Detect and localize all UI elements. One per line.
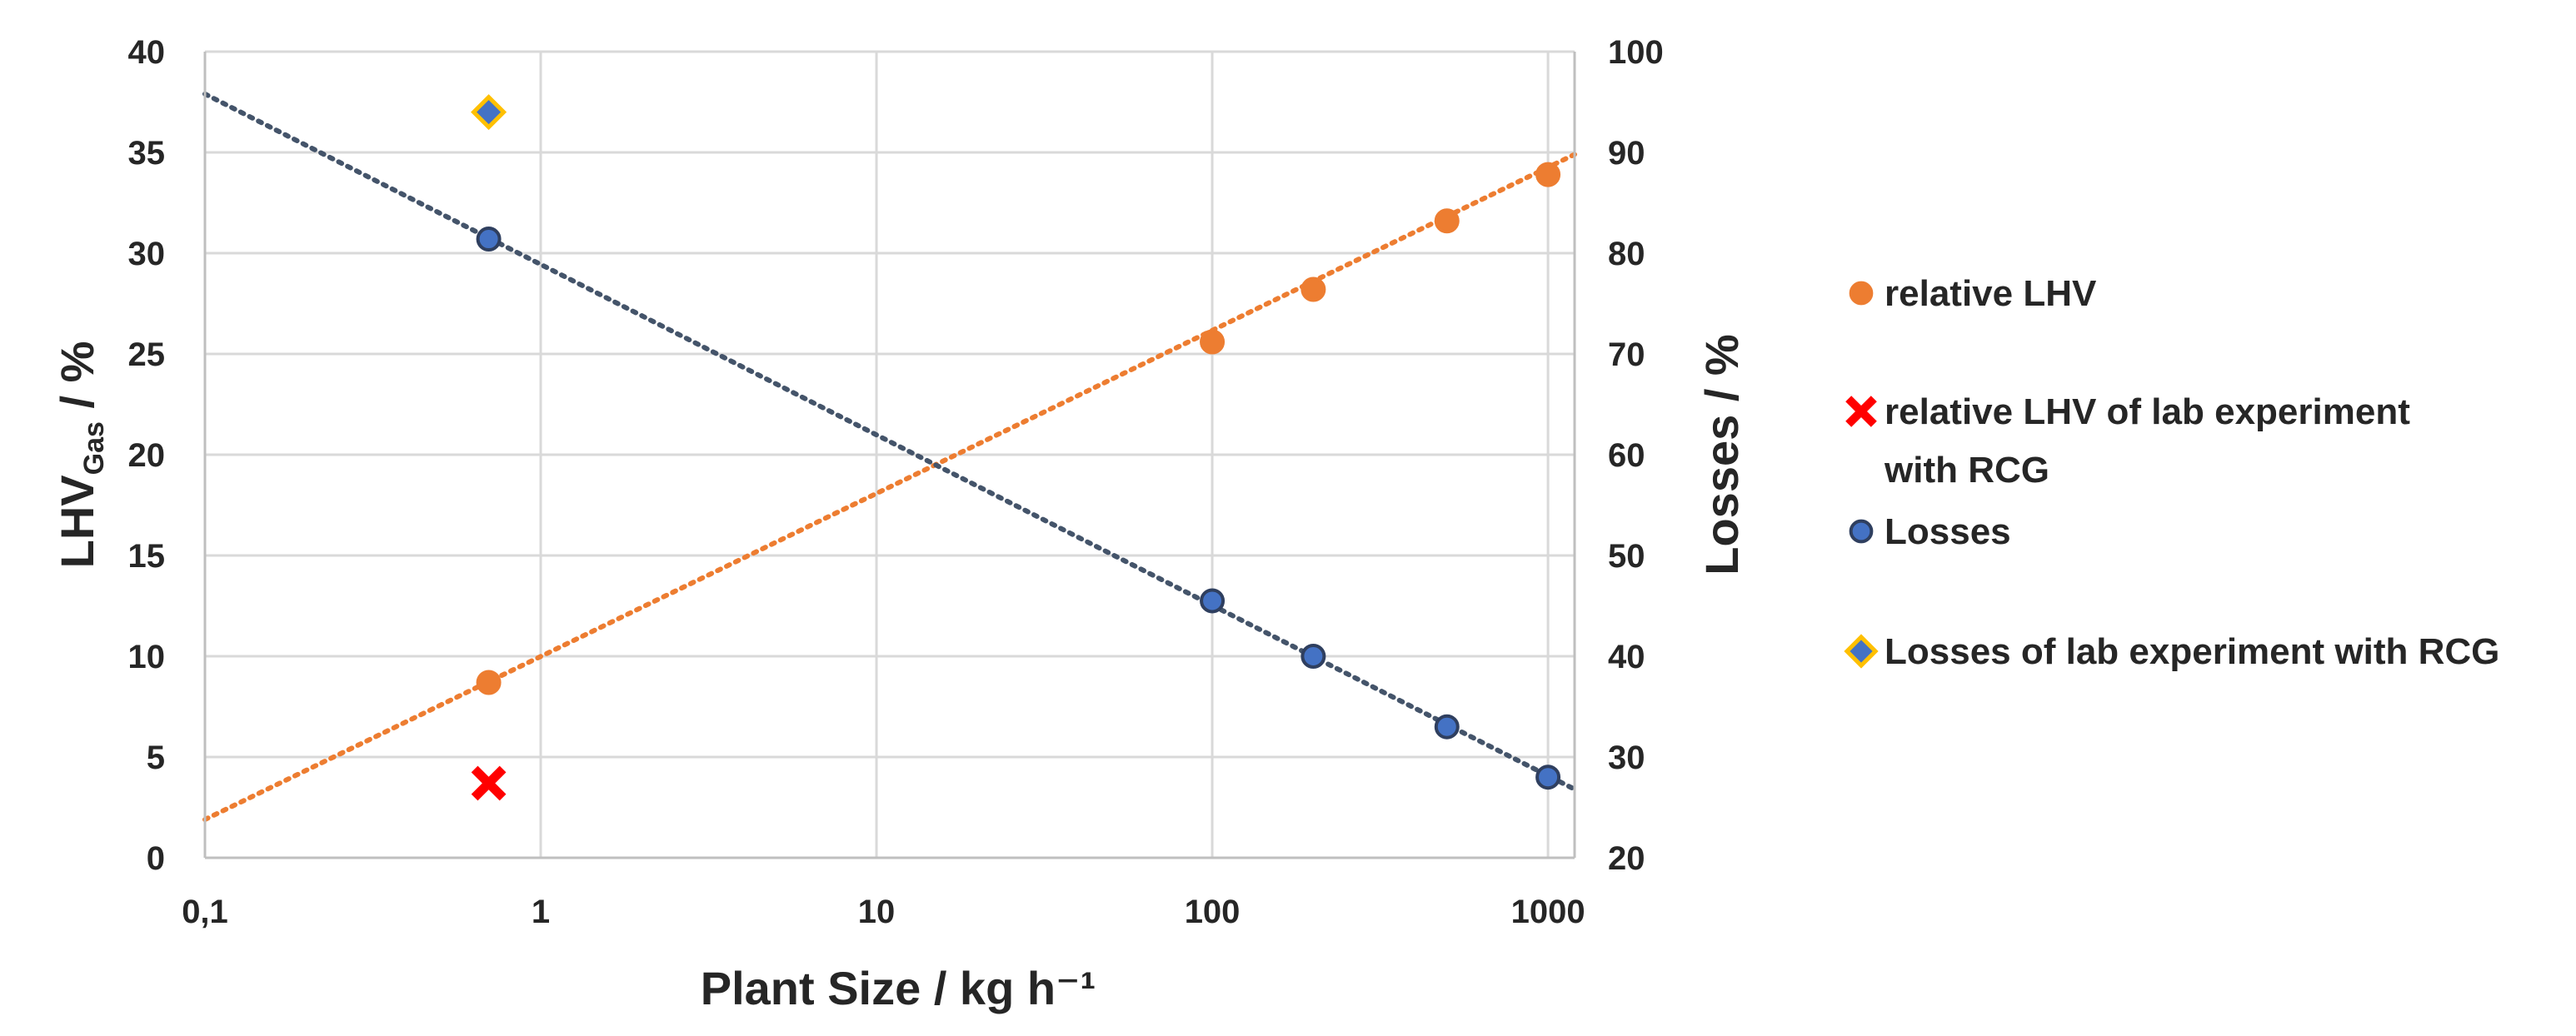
data-points	[474, 97, 1559, 798]
x-tick-label: 0,1	[182, 894, 228, 930]
legend-item-3-marker	[1847, 637, 1875, 665]
y-right-tick-label: 30	[1608, 740, 1645, 776]
y-left-tick-label: 20	[128, 437, 166, 474]
point-losses-1	[1201, 590, 1223, 611]
legend-item-1-label: relative LHV of lab experiment with RCG	[1884, 391, 2410, 491]
legend-item-0-label-line: relative LHV	[1885, 273, 2097, 314]
y-right-tick-label: 90	[1608, 135, 1645, 172]
y-right-tick-label: 60	[1608, 437, 1645, 474]
x-tick-label: 100	[1185, 894, 1241, 930]
x-tick-label: 10	[858, 894, 896, 930]
y-right-tick-label: 80	[1608, 236, 1645, 272]
point-losses-of-lab-experiment-with-rcg-0	[474, 97, 504, 127]
legend-item-3-label-line: Losses of lab experiment with RCG	[1885, 631, 2499, 672]
legend-item-0-label: relative LHV	[1885, 273, 2097, 314]
point-relative-lhv-1	[1201, 331, 1223, 352]
gridlines	[205, 52, 1575, 858]
y-left-axis-title: LHVGas / %	[51, 341, 110, 569]
chart: 0,1 1 10 100 1000 0 5 10 15 20 25 30 35 40 20 30 40 50 60 7…	[0, 0, 2576, 1036]
point-relative-lhv-2	[1302, 279, 1324, 301]
y-right-tick-label: 70	[1608, 336, 1645, 373]
y-right-tick-label: 50	[1608, 538, 1645, 575]
x-tick-label: 1	[532, 894, 550, 930]
point-relative-lhv-of-lab-experiment-with-rcg-0	[475, 769, 503, 797]
axis-titles: Plant Size / kg h⁻¹ LHVGas / % Losses / %	[51, 334, 1748, 1014]
legend-item-2-label: Losses	[1885, 511, 2011, 552]
y-left-tick-label: 10	[128, 639, 166, 675]
point-relative-lhv-0	[478, 671, 500, 693]
y-right-tick-label: 40	[1608, 639, 1645, 675]
legend-item-1-label-line: relative LHV of lab experiment	[1885, 391, 2410, 432]
point-losses-2	[1302, 645, 1324, 667]
y-right-axis-title: Losses / %	[1695, 334, 1748, 575]
y-left-tick-label: 30	[128, 236, 166, 272]
y-left-title-suffix: / %	[51, 341, 103, 421]
legend-item-2-marker	[1851, 521, 1872, 542]
legend-item-0-marker	[1851, 283, 1872, 304]
y-left-tick-label: 0	[147, 840, 165, 877]
y-right-tick-label: 20	[1608, 840, 1645, 877]
y-left-tick-label: 5	[147, 740, 165, 776]
x-tick-label: 1000	[1511, 894, 1585, 930]
legend-item-2-label-line: Losses	[1885, 511, 2011, 552]
x-axis-title: Plant Size / kg h⁻¹	[701, 962, 1096, 1014]
y-right-tick-label: 100	[1608, 34, 1664, 71]
legend: relative LHV relative LHV of lab experime…	[1847, 273, 2499, 672]
point-losses-3	[1436, 716, 1458, 738]
trendline-losses	[205, 94, 1575, 789]
point-losses-4	[1537, 766, 1559, 788]
y-left-title-subscript: Gas	[78, 421, 110, 475]
y-left-tick-label: 25	[128, 336, 166, 373]
point-losses-0	[478, 228, 500, 250]
trendlines	[205, 94, 1575, 819]
legend-item-1-label-line: with RCG	[1884, 450, 2049, 491]
legend-item-1-marker	[1849, 399, 1875, 425]
y-left-tick-label: 40	[128, 34, 166, 71]
y-left-title-main: LHV	[51, 475, 103, 568]
y-left-tick-label: 15	[128, 538, 166, 575]
point-relative-lhv-3	[1436, 210, 1458, 232]
legend-item-3-label: Losses of lab experiment with RCG	[1885, 631, 2499, 672]
point-relative-lhv-4	[1537, 164, 1559, 186]
y-left-tick-label: 35	[128, 135, 166, 172]
